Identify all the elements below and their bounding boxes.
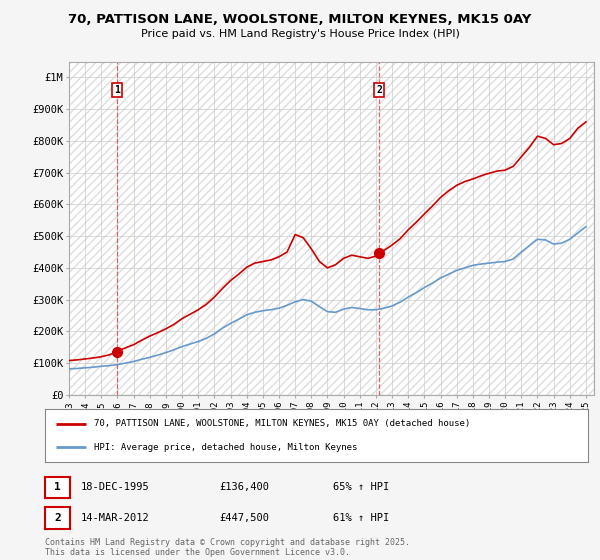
Text: Contains HM Land Registry data © Crown copyright and database right 2025.
This d: Contains HM Land Registry data © Crown c… xyxy=(45,538,410,557)
Text: 2: 2 xyxy=(376,85,382,95)
Text: 18-DEC-1995: 18-DEC-1995 xyxy=(81,482,150,492)
Text: £447,500: £447,500 xyxy=(219,513,269,523)
Text: HPI: Average price, detached house, Milton Keynes: HPI: Average price, detached house, Milt… xyxy=(94,442,357,451)
Text: £136,400: £136,400 xyxy=(219,482,269,492)
Text: Price paid vs. HM Land Registry's House Price Index (HPI): Price paid vs. HM Land Registry's House … xyxy=(140,29,460,39)
Text: 65% ↑ HPI: 65% ↑ HPI xyxy=(333,482,389,492)
Text: 70, PATTISON LANE, WOOLSTONE, MILTON KEYNES, MK15 0AY (detached house): 70, PATTISON LANE, WOOLSTONE, MILTON KEY… xyxy=(94,419,470,428)
Text: 2: 2 xyxy=(54,513,61,523)
Text: 14-MAR-2012: 14-MAR-2012 xyxy=(81,513,150,523)
Text: 1: 1 xyxy=(54,482,61,492)
Text: 70, PATTISON LANE, WOOLSTONE, MILTON KEYNES, MK15 0AY: 70, PATTISON LANE, WOOLSTONE, MILTON KEY… xyxy=(68,13,532,26)
Text: 1: 1 xyxy=(114,85,120,95)
Text: 61% ↑ HPI: 61% ↑ HPI xyxy=(333,513,389,523)
